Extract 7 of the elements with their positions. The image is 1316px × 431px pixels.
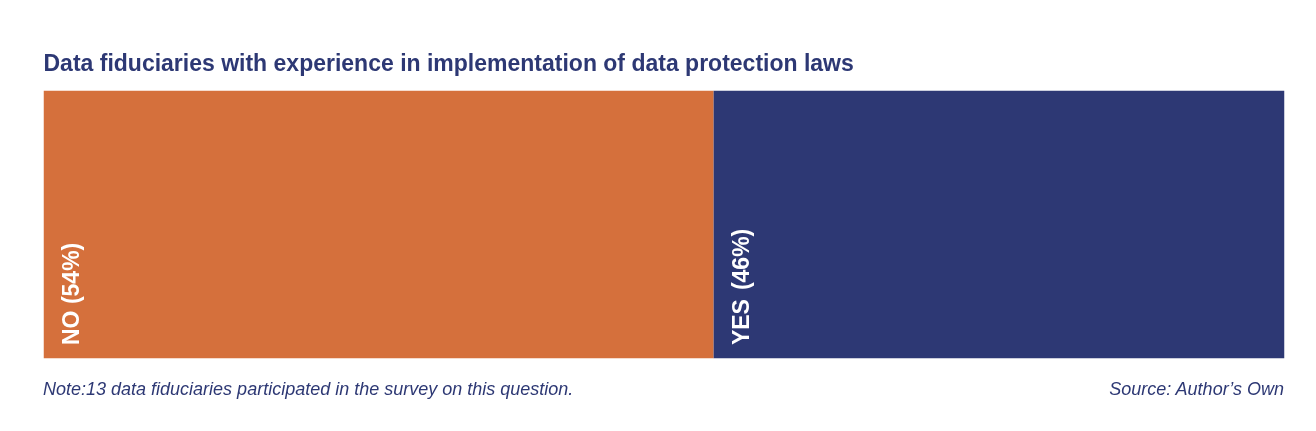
text: Note:13 data fiduciaries participated in the survey on this question. <box>43 378 574 401</box>
series-label: YES <box>727 299 754 346</box>
source-note: Source: Author’s Own <box>1109 378 1284 401</box>
chart-title: Data fiduciaries with experience in implementation of data protection laws <box>43 49 854 76</box>
data-label: (54%) <box>57 242 84 305</box>
data-label: (46%) <box>727 228 754 291</box>
series-label: NO <box>57 310 84 346</box>
